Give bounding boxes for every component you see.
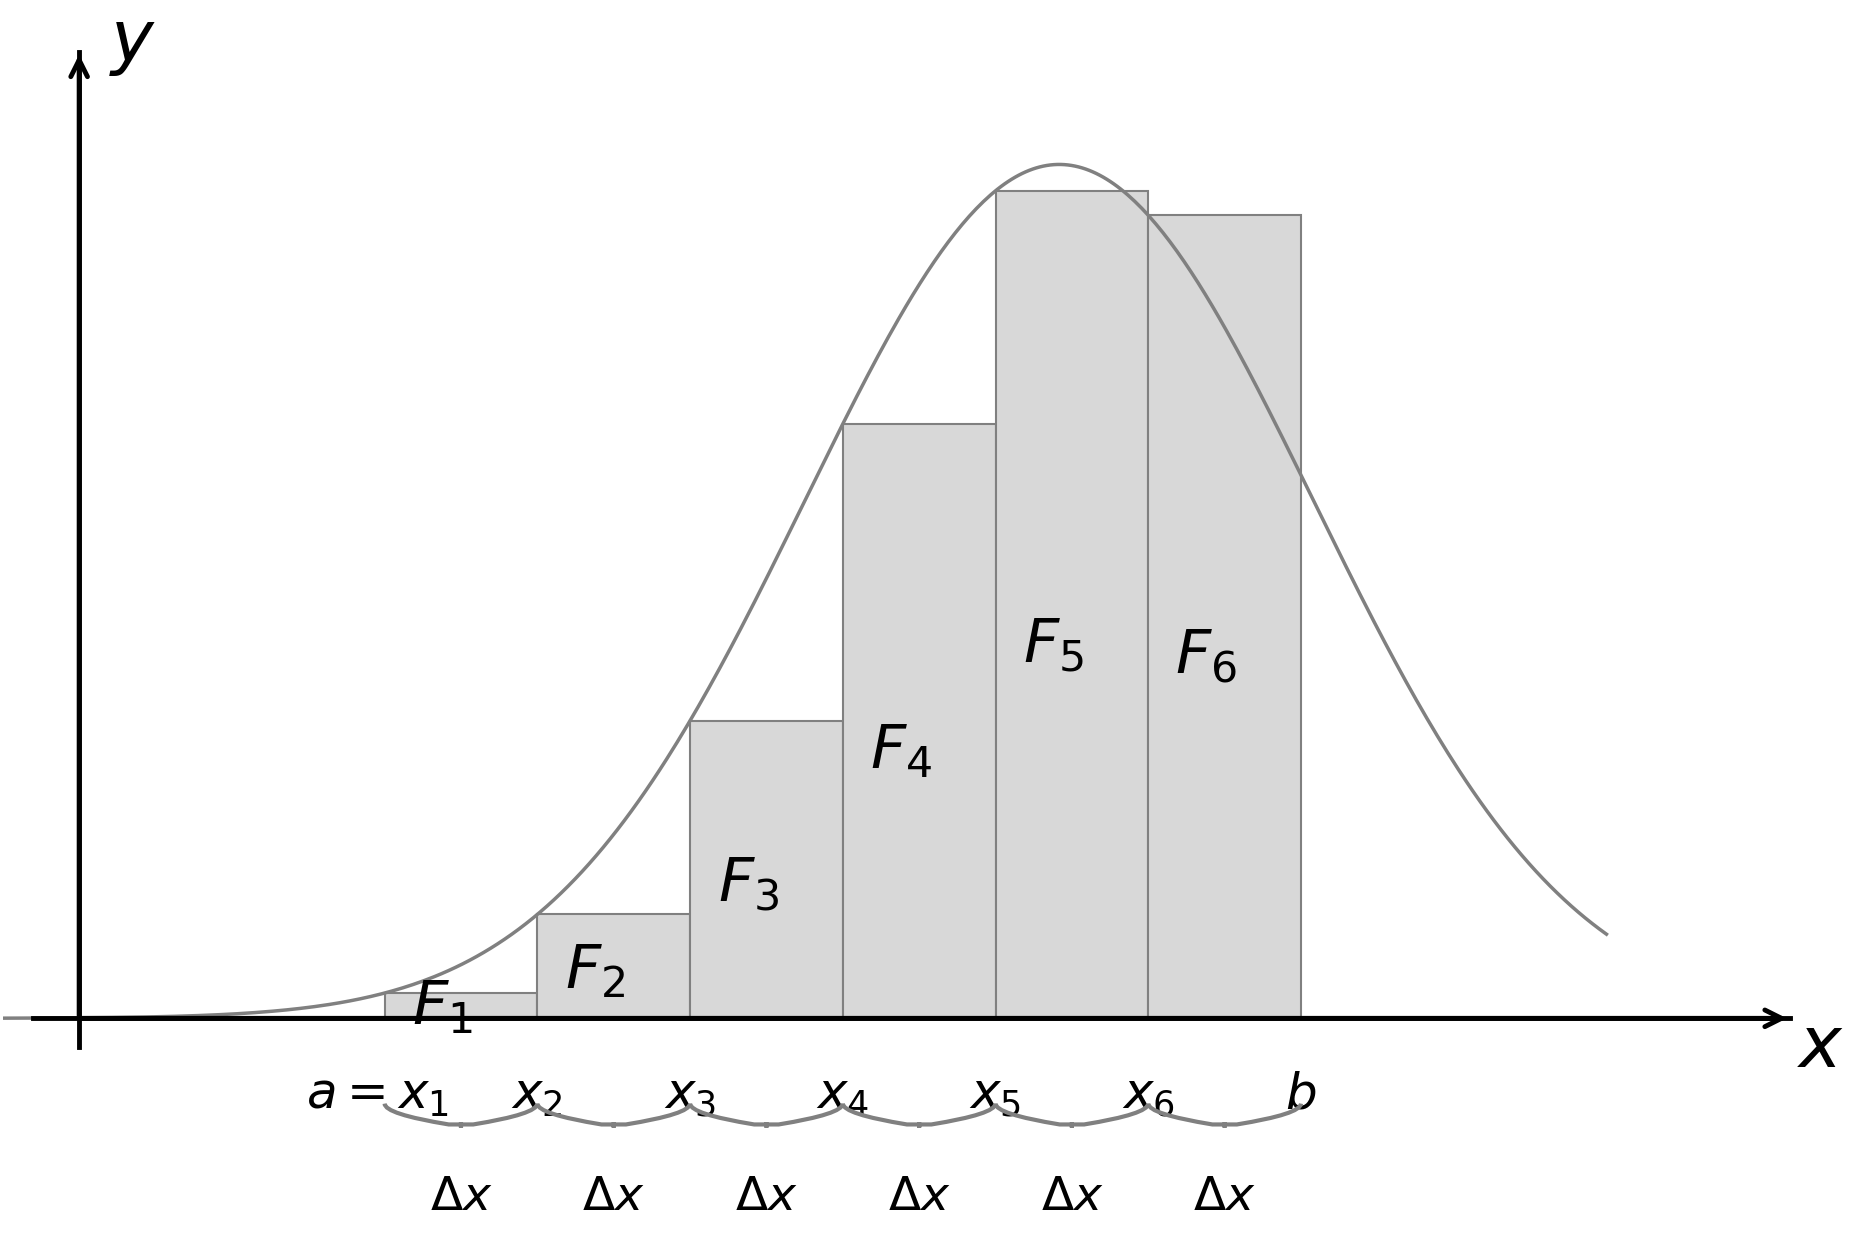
Text: $\Delta \mathit{x}$: $\Delta \mathit{x}$ bbox=[1193, 1175, 1256, 1220]
Text: $\mathit{F}_2$: $\mathit{F}_2$ bbox=[566, 941, 625, 1001]
Text: $\mathit{F}_3$: $\mathit{F}_3$ bbox=[718, 854, 779, 915]
Text: $\mathit{x}$: $\mathit{x}$ bbox=[1796, 1011, 1844, 1082]
Text: $\mathit{x}_4$: $\mathit{x}_4$ bbox=[816, 1071, 870, 1120]
Text: $\mathit{b}$: $\mathit{b}$ bbox=[1286, 1071, 1317, 1120]
Bar bbox=[536, 915, 690, 1018]
Bar bbox=[844, 424, 995, 1018]
Text: $\Delta \mathit{x}$: $\Delta \mathit{x}$ bbox=[583, 1175, 646, 1220]
Text: $\Delta \mathit{x}$: $\Delta \mathit{x}$ bbox=[429, 1175, 492, 1220]
Text: $\mathit{F}_6$: $\mathit{F}_6$ bbox=[1175, 626, 1238, 687]
Text: $\mathit{F}_5$: $\mathit{F}_5$ bbox=[1023, 616, 1084, 676]
Text: $\mathit{x}_3$: $\mathit{x}_3$ bbox=[664, 1071, 716, 1120]
Bar bbox=[690, 721, 844, 1018]
Text: $\mathit{y}$: $\mathit{y}$ bbox=[109, 6, 155, 78]
Text: $\mathit{a} = \mathit{x}_1$: $\mathit{a} = \mathit{x}_1$ bbox=[305, 1071, 448, 1120]
Bar bbox=[1149, 215, 1301, 1018]
Text: $\mathit{x}_2$: $\mathit{x}_2$ bbox=[511, 1071, 562, 1120]
Bar bbox=[385, 993, 536, 1018]
Text: $\mathit{x}_6$: $\mathit{x}_6$ bbox=[1121, 1071, 1175, 1120]
Text: $\mathit{F}_4$: $\mathit{F}_4$ bbox=[870, 721, 932, 781]
Text: $\mathit{x}_5$: $\mathit{x}_5$ bbox=[969, 1071, 1021, 1120]
Bar bbox=[995, 191, 1149, 1018]
Text: $\Delta \mathit{x}$: $\Delta \mathit{x}$ bbox=[1040, 1175, 1103, 1220]
Text: $\Delta \mathit{x}$: $\Delta \mathit{x}$ bbox=[888, 1175, 951, 1220]
Text: $\Delta \mathit{x}$: $\Delta \mathit{x}$ bbox=[734, 1175, 797, 1220]
Text: $\mathit{F}_1$: $\mathit{F}_1$ bbox=[413, 977, 474, 1037]
